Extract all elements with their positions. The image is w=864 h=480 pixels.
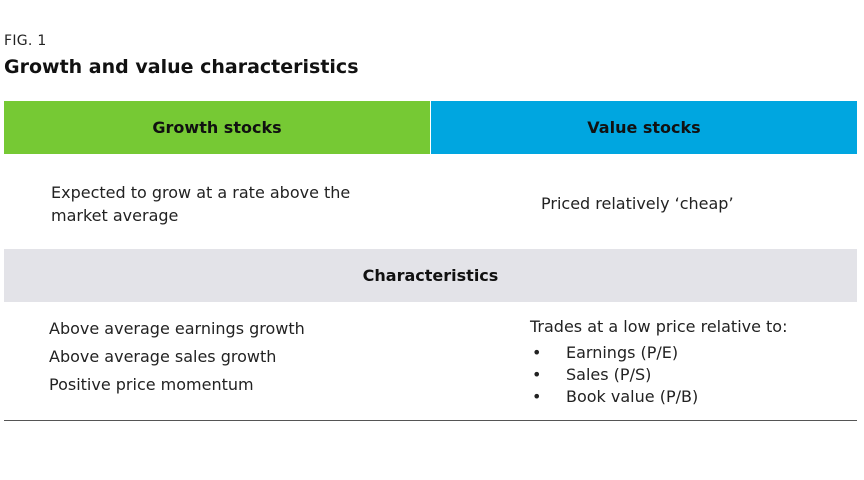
bullet-icon: • <box>532 365 542 384</box>
value-stocks-description: Priced relatively ‘cheap’ <box>541 194 734 213</box>
characteristics-band: Characteristics <box>4 249 857 302</box>
bullet-icon: • <box>532 343 542 362</box>
list-item: • Earnings (P/E) <box>530 342 698 364</box>
list-item: Above average sales growth <box>49 347 277 366</box>
figure-label: FIG. 1 <box>4 33 47 49</box>
growth-characteristics-list: Above average earnings growth Above aver… <box>49 316 305 400</box>
list-item: Positive price momentum <box>49 375 254 394</box>
growth-stocks-header: Growth stocks <box>4 101 430 154</box>
bottom-divider <box>4 420 857 421</box>
value-characteristics-list: • Earnings (P/E) • Sales (P/S) • Book va… <box>530 342 698 408</box>
list-item: Above average earnings growth <box>49 319 305 338</box>
growth-stocks-header-label: Growth stocks <box>152 118 282 137</box>
bullet-icon: • <box>532 387 542 406</box>
list-item-label: Earnings (P/E) <box>566 343 679 362</box>
list-item-label: Book value (P/B) <box>566 387 699 406</box>
figure-title: Growth and value characteristics <box>4 56 359 78</box>
growth-stocks-description: Expected to grow at a rate above the mar… <box>51 183 351 225</box>
value-characteristics-intro: Trades at a low price relative to: <box>530 317 788 336</box>
value-stocks-header-label: Value stocks <box>587 118 701 137</box>
characteristics-label: Characteristics <box>362 266 499 285</box>
list-item: • Sales (P/S) <box>530 364 698 386</box>
list-item: • Book value (P/B) <box>530 386 698 408</box>
value-stocks-header: Value stocks <box>431 101 857 154</box>
list-item-label: Sales (P/S) <box>566 365 652 384</box>
